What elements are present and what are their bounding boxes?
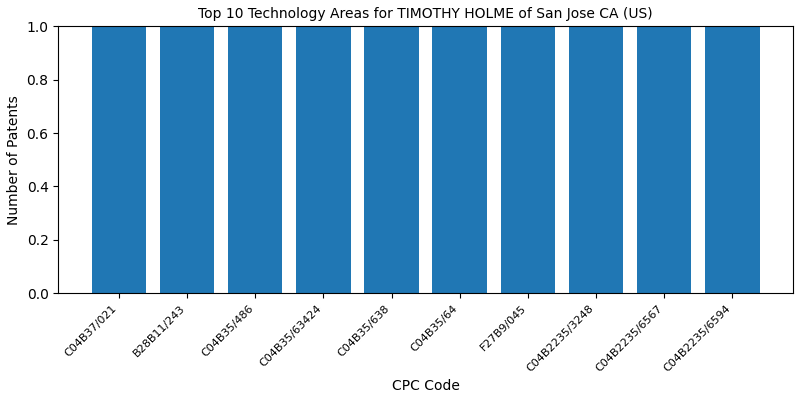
Bar [501,26,555,293]
Y-axis label: Number of Patents: Number of Patents [7,95,21,224]
Bar [433,26,487,293]
Bar [637,26,691,293]
Bar [296,26,350,293]
Bar [569,26,623,293]
Title: Top 10 Technology Areas for TIMOTHY HOLME of San Jose CA (US): Top 10 Technology Areas for TIMOTHY HOLM… [198,7,653,21]
Bar [705,26,760,293]
Bar [92,26,146,293]
Bar [160,26,214,293]
X-axis label: CPC Code: CPC Code [392,379,459,393]
Bar [364,26,419,293]
Bar [228,26,282,293]
